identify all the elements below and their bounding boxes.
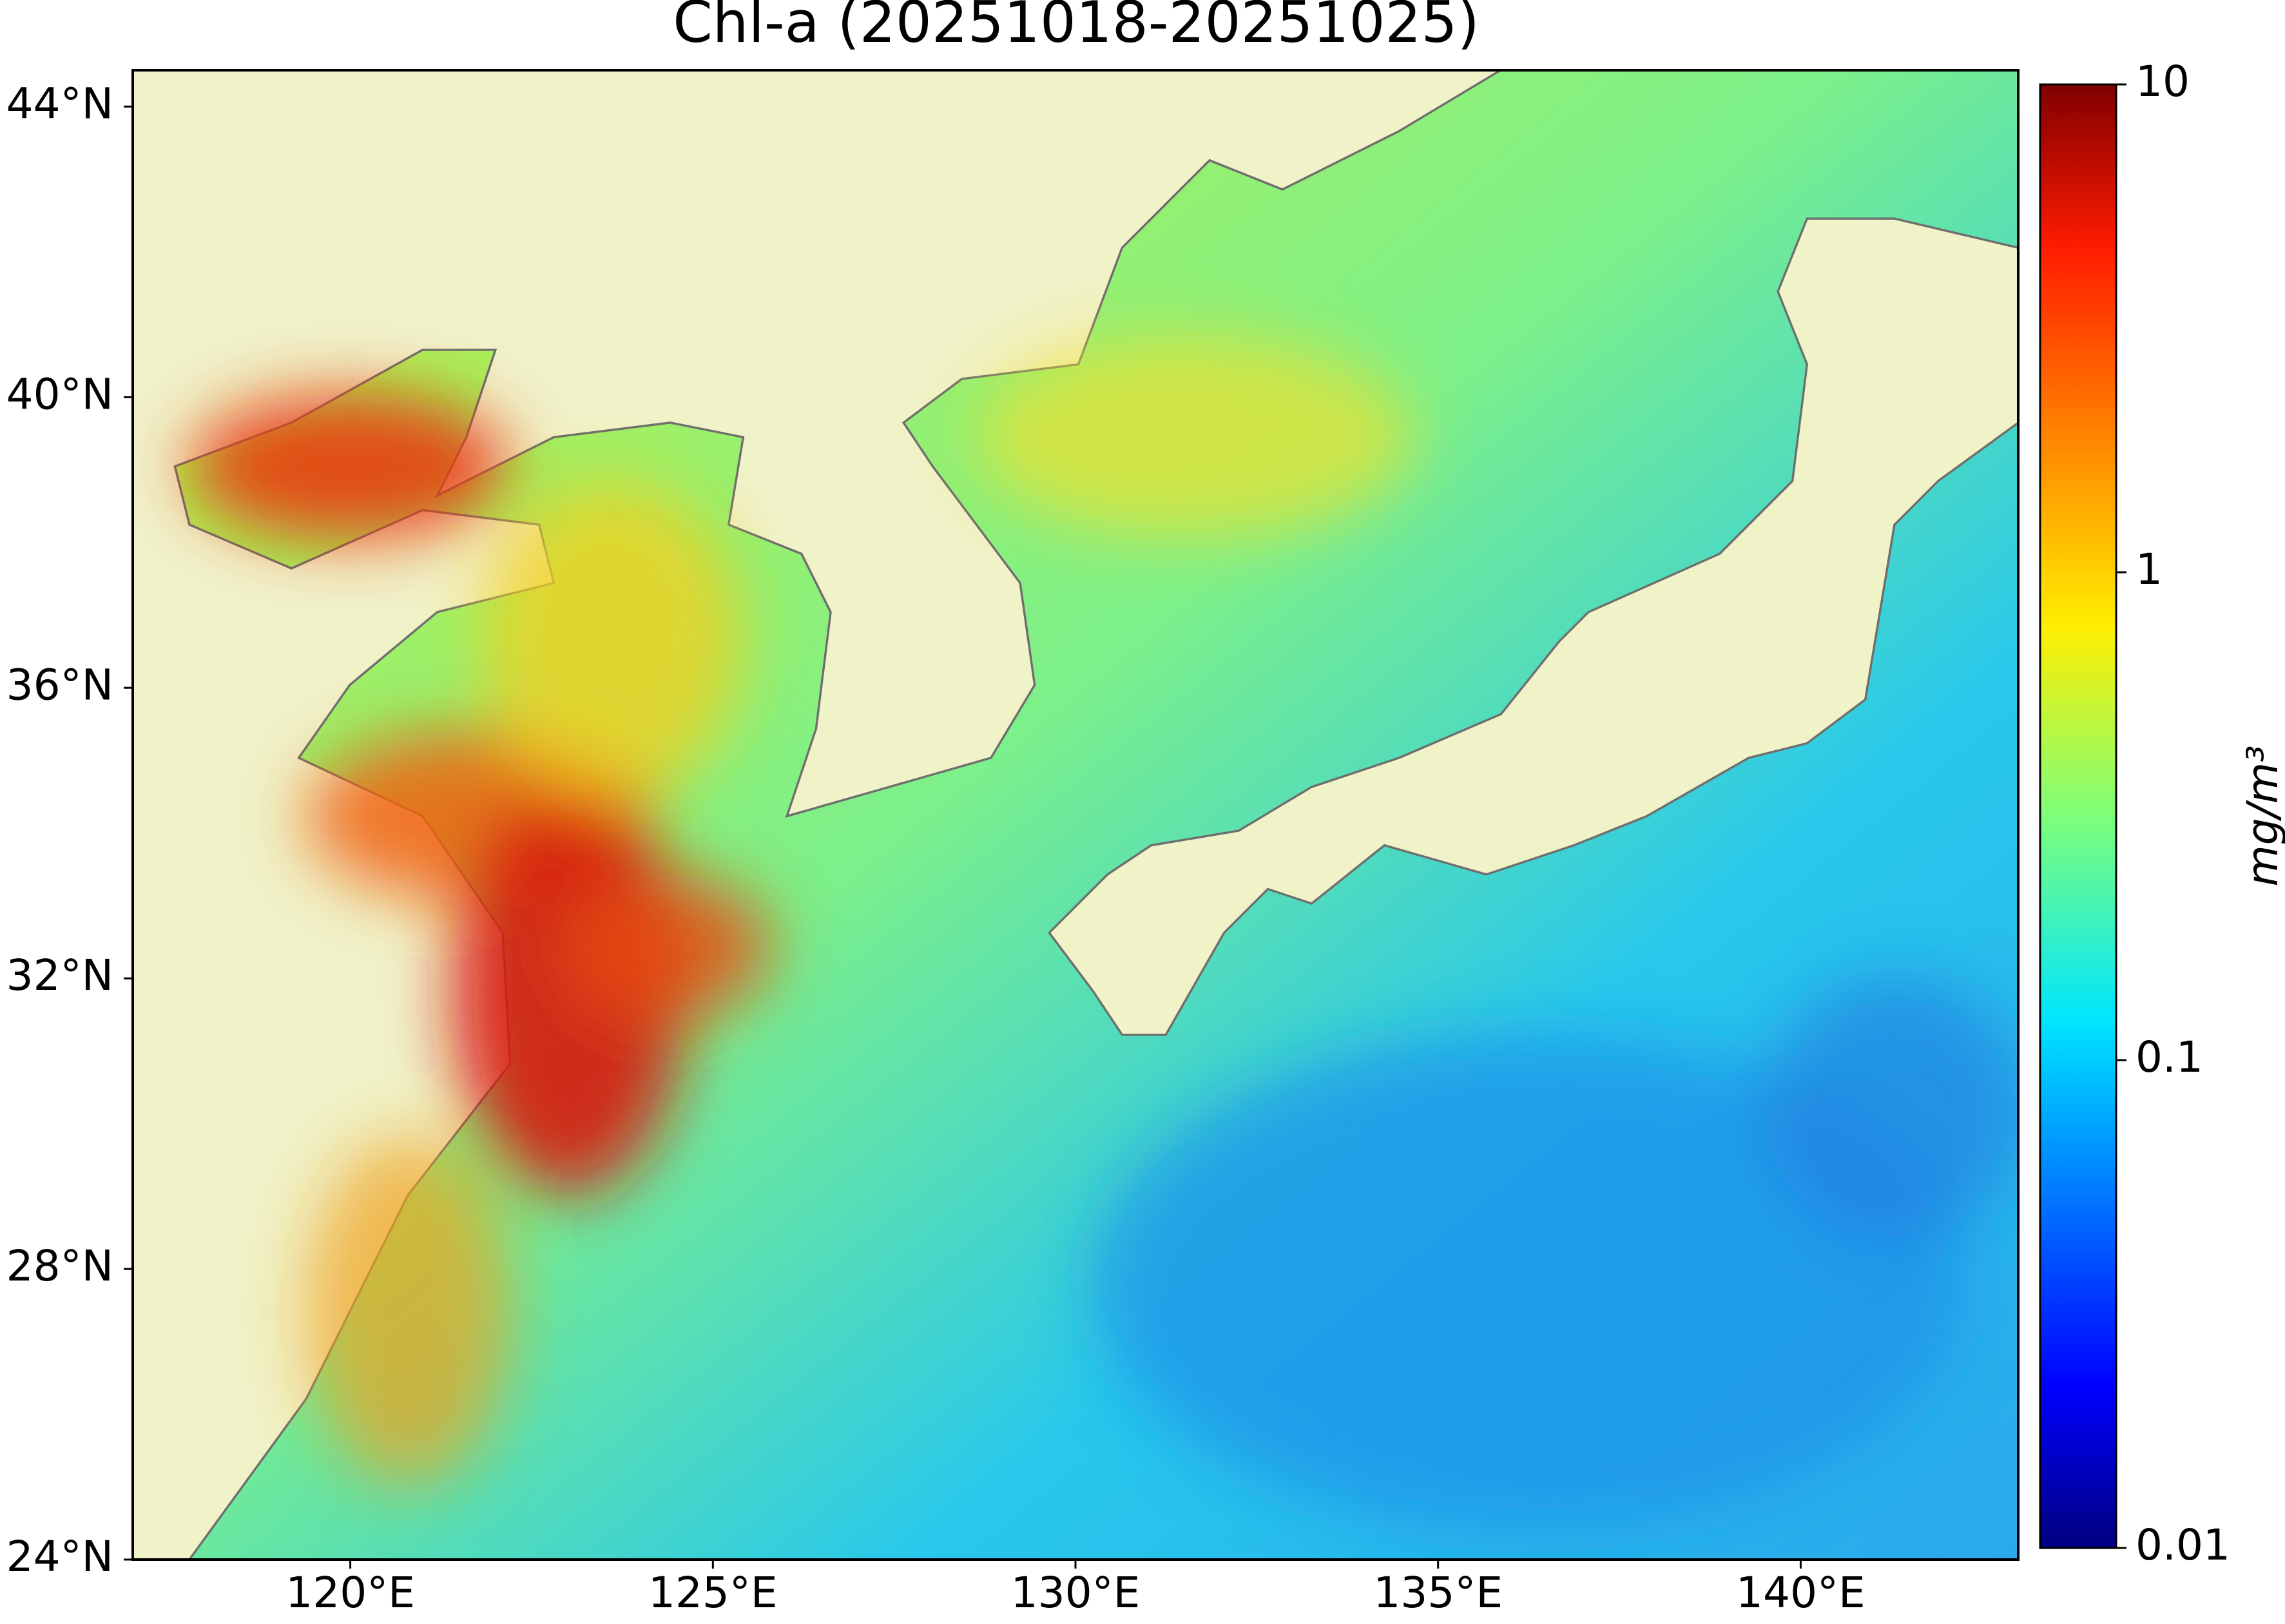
y-tick-label: 28°N bbox=[6, 1241, 113, 1291]
y-tick-label: 32°N bbox=[6, 951, 113, 1000]
x-tick-label: 130°E bbox=[1011, 1568, 1141, 1618]
chl-patches bbox=[189, 335, 2019, 1531]
y-tick-label: 40°N bbox=[6, 369, 113, 419]
map-area bbox=[132, 70, 2019, 1560]
x-tick-label: 135°E bbox=[1373, 1568, 1503, 1618]
colorbar bbox=[2039, 83, 2117, 1549]
x-tick-label: 120°E bbox=[285, 1568, 415, 1618]
colorbar-tick-label: 0.1 bbox=[2136, 1032, 2203, 1082]
colorbar-tick-label: 1 bbox=[2136, 545, 2163, 594]
x-tick-label: 140°E bbox=[1736, 1568, 1866, 1618]
x-tick-label: 125°E bbox=[648, 1568, 778, 1618]
japan bbox=[1048, 217, 2019, 1036]
colorbar-tick-label: 0.01 bbox=[2136, 1520, 2230, 1570]
y-tick-label: 36°N bbox=[6, 660, 113, 710]
map-title: Chl-a (20251018-20251025) bbox=[673, 0, 1480, 55]
y-tick-label: 24°N bbox=[6, 1532, 113, 1581]
colorbar-tick-label: 10 bbox=[2136, 57, 2190, 106]
colorbar-label: mg/m³ bbox=[2238, 745, 2285, 886]
y-tick-label: 44°N bbox=[6, 79, 113, 128]
